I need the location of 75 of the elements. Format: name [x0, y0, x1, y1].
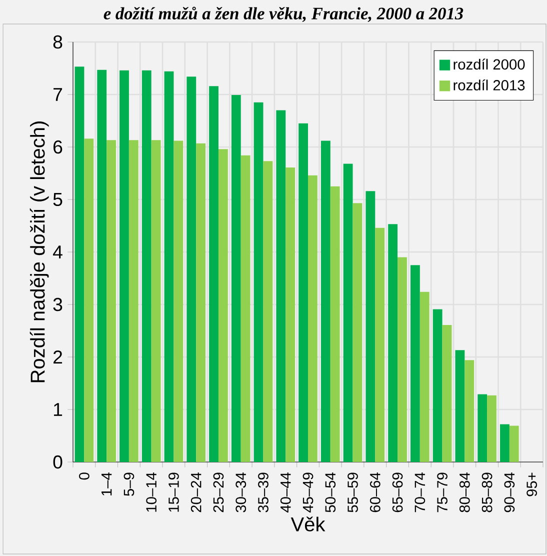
x-tick-label: 95+	[526, 472, 538, 496]
bar	[375, 228, 385, 462]
y-tick-label: 6	[54, 140, 62, 154]
x-tick-label: 60–64	[370, 472, 380, 512]
legend-label: rozdíl 2000	[454, 58, 525, 70]
bar	[442, 324, 452, 462]
y-tick-label: 0	[53, 455, 62, 469]
y-tick-label: 8	[53, 35, 62, 49]
x-tick-label: 50–54	[325, 472, 336, 512]
bar	[240, 155, 250, 462]
x-tick-label: 40–44	[280, 472, 291, 512]
chart-title: e dožití mužů a žen dle věku, Francie, 2000 a 2013	[104, 6, 464, 22]
bar	[174, 140, 184, 462]
bar	[231, 95, 241, 462]
bar	[464, 360, 474, 462]
x-tick-label: 65–69	[392, 472, 403, 512]
bar	[366, 191, 376, 462]
y-tick-label: 1	[54, 403, 62, 416]
bar	[276, 110, 286, 462]
bar	[164, 71, 174, 462]
bar	[84, 138, 94, 462]
y-tick-label: 5	[53, 192, 62, 206]
x-tick-label: 0	[79, 472, 90, 480]
bar	[97, 70, 107, 462]
bar	[106, 140, 116, 462]
x-tick-label: 20–24	[190, 472, 202, 512]
bar	[128, 140, 138, 462]
bar	[420, 292, 430, 462]
bar	[432, 309, 442, 462]
bar	[286, 167, 296, 462]
bar	[298, 123, 308, 462]
bar	[478, 394, 488, 462]
bar	[388, 224, 398, 462]
bar	[455, 350, 465, 462]
x-tick-label: 30–34	[236, 472, 246, 512]
bar	[308, 175, 318, 462]
x-tick-label: 25–29	[213, 472, 224, 512]
bar	[120, 70, 129, 462]
bar	[196, 143, 206, 462]
y-tick-label: 2	[54, 350, 62, 364]
x-tick-label: 75–79	[437, 472, 448, 512]
x-tick-label: 1–4	[102, 472, 112, 496]
bar	[487, 395, 496, 462]
x-tick-label: 70–74	[414, 472, 426, 512]
y-tick-label: 4	[52, 246, 62, 258]
x-tick-label: 10–14	[146, 472, 157, 512]
x-tick-label: 55–59	[348, 472, 358, 512]
bar	[410, 265, 420, 462]
y-tick-label: 7	[54, 88, 62, 101]
bar	[254, 102, 264, 462]
bar	[330, 186, 340, 462]
x-tick-label: 80–84	[459, 472, 470, 512]
bar	[320, 140, 330, 462]
x-tick-label: 15–19	[168, 472, 179, 512]
bar	[209, 86, 218, 462]
bar	[500, 424, 510, 462]
y-axis-title: Rozdíl naděje dožití (v letech)	[30, 122, 49, 382]
x-tick-label: 5–9	[124, 472, 134, 496]
x-axis-title: Věk	[290, 516, 326, 532]
bar	[74, 66, 84, 462]
bar	[151, 140, 161, 462]
bar	[352, 203, 362, 462]
y-tick-label: 3	[53, 298, 62, 312]
x-tick-label: 35–39	[258, 472, 268, 512]
bar	[142, 70, 152, 462]
bar	[343, 164, 353, 462]
x-tick-label: 85–89	[482, 472, 492, 512]
bar	[398, 257, 407, 462]
x-tick-label: 90–94	[504, 472, 515, 512]
x-tick-label: 45–49	[302, 472, 314, 512]
legend-label: rozdíl 2013	[454, 79, 525, 90]
bar	[263, 161, 273, 462]
bar	[186, 76, 196, 462]
bar	[218, 149, 228, 462]
bar	[509, 426, 519, 462]
